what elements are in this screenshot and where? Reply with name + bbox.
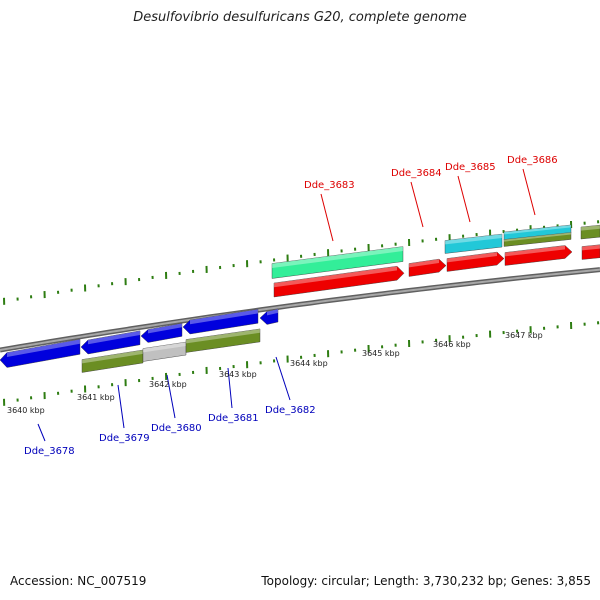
- leader-line-reverse: [37, 423, 46, 442]
- label-leader-lines: [37, 168, 536, 442]
- rna-gene-feature: [271, 246, 404, 279]
- map-title: Desulfovibrio desulfuricans G20, complet…: [133, 10, 467, 25]
- forward-cds-dde-3685: [446, 251, 505, 272]
- forward-cds-dde-3684: [408, 258, 447, 277]
- reverse-cds-dde-3682-body: [259, 308, 279, 325]
- leader-line-forward: [522, 168, 536, 216]
- backbone-highlight: [0, 268, 600, 351]
- leader-line-reverse: [275, 356, 291, 401]
- gene-label-reverse: Dde_3679: [99, 433, 150, 444]
- kbp-label: 3646 kbp: [433, 340, 471, 349]
- kbp-label: 3644 kbp: [290, 359, 328, 368]
- reverse-cds-dde-3682-sheen: [267, 309, 278, 316]
- gene-label-forward: Dde_3686: [507, 155, 558, 166]
- kbp-label: 3641 kbp: [77, 393, 115, 402]
- olive-feature-2-sheen: [186, 328, 260, 344]
- forward-cds-dde-3686-body: [504, 245, 573, 266]
- leader-line-reverse: [117, 384, 125, 429]
- olive-feature-right-body: [580, 224, 600, 240]
- reverse-cds-dde-3681-body: [182, 309, 259, 335]
- reverse-cds-dde-3682: [259, 308, 279, 325]
- reverse-cds-dde-3678-sheen: [7, 339, 80, 357]
- olive-feature-upper-sheen: [504, 232, 571, 242]
- reverse-cds-dde-3680-sheen: [148, 323, 182, 334]
- olive-feature-1-body: [81, 349, 144, 373]
- genome-backbone: [0, 267, 600, 353]
- rna-gene-feature-body: [271, 246, 404, 279]
- grey-feature-sheen: [143, 342, 186, 353]
- lower-tick-track: [3, 321, 600, 406]
- olive-feature-2: [185, 328, 261, 353]
- kbp-label: 3640 kbp: [7, 406, 45, 415]
- forward-cds-dde-3683-sheen: [274, 266, 397, 288]
- gene-label-forward: Dde_3685: [445, 162, 496, 173]
- forward-cds-dde-3684-body: [408, 258, 447, 277]
- olive-feature-1-sheen: [82, 349, 143, 364]
- olive-feature-1: [81, 349, 144, 373]
- reverse-cds-dde-3680: [140, 323, 183, 343]
- olive-feature-upper-body: [503, 232, 572, 247]
- reverse-cds-dde-3681-sheen: [190, 309, 258, 325]
- leader-line-forward: [320, 193, 334, 242]
- kbp-label: 3643 kbp: [219, 370, 257, 379]
- forward-cds-partial: [581, 244, 600, 260]
- upper-tick-track: [3, 220, 600, 305]
- leader-line-forward: [457, 175, 471, 223]
- gene-label-forward: Dde_3684: [391, 168, 442, 179]
- leader-line-forward: [410, 181, 424, 228]
- gene-label-reverse: Dde_3680: [151, 423, 202, 434]
- reverse-cds-dde-3679-sheen: [88, 330, 140, 345]
- forward-cds-dde-3684-sheen: [409, 259, 439, 268]
- reverse-cds-dde-3679-body: [80, 330, 141, 355]
- olive-feature-2-body: [185, 328, 261, 353]
- rna-gene-feature-sheen: [272, 246, 403, 268]
- kbp-label: 3647 kbp: [505, 331, 543, 340]
- olive-feature-right-sheen: [581, 225, 600, 231]
- gene-label-reverse: Dde_3682: [265, 405, 316, 416]
- feature-track: [0, 224, 600, 373]
- cyan-feature-a: [444, 233, 503, 254]
- forward-cds-dde-3686: [504, 245, 573, 266]
- cyan-feature-b-sheen: [504, 224, 571, 235]
- forward-cds-dde-3685-sheen: [447, 252, 497, 263]
- forward-cds-dde-3683: [273, 265, 405, 298]
- gene-label-forward: Dde_3683: [304, 180, 355, 191]
- forward-cds-dde-3685-body: [446, 251, 505, 272]
- kbp-label: 3642 kbp: [149, 380, 187, 389]
- grey-feature: [142, 341, 187, 362]
- forward-cds-partial-body: [581, 244, 600, 260]
- gene-label-reverse: Dde_3681: [208, 413, 259, 424]
- olive-feature-upper: [503, 232, 572, 247]
- reverse-cds-dde-3681: [182, 309, 259, 335]
- leader-line-reverse: [166, 374, 176, 419]
- olive-feature-right: [580, 224, 600, 240]
- kbp-scale-labels: 3640 kbp 3641 kbp 3642 kbp 3643 kbp 3644 kbp…: [7, 331, 543, 415]
- forward-cds-dde-3686-sheen: [505, 245, 565, 257]
- reverse-cds-dde-3679: [80, 330, 141, 355]
- kbp-label: 3645 kbp: [362, 349, 400, 358]
- reverse-cds-dde-3678-body: [0, 339, 81, 368]
- cyan-feature-a-body: [444, 233, 503, 254]
- accession-text: Accession: NC_007519: [10, 574, 147, 588]
- forward-cds-dde-3683-body: [273, 265, 405, 298]
- leader-line-reverse: [227, 367, 233, 409]
- grey-feature-body: [142, 341, 187, 362]
- genome-summary: Topology: circular; Length: 3,730,232 bp…: [261, 574, 591, 588]
- cyan-feature-a-sheen: [445, 234, 502, 245]
- forward-cds-partial-sheen: [582, 244, 600, 251]
- reverse-cds-dde-3680-body: [140, 323, 183, 343]
- reverse-cds-dde-3678: [0, 339, 81, 368]
- gene-label-reverse: Dde_3678: [24, 446, 75, 457]
